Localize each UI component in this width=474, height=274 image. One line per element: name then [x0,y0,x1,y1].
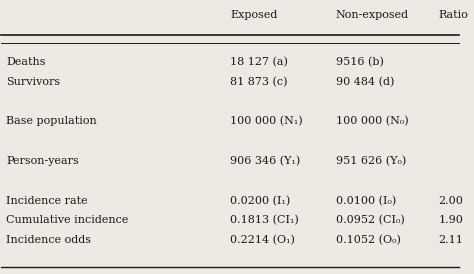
Text: 906 346 (Y₁): 906 346 (Y₁) [230,156,301,166]
Text: 100 000 (N₁): 100 000 (N₁) [230,116,303,127]
Text: 90 484 (d): 90 484 (d) [336,77,394,87]
Text: 0.1813 (CI₁): 0.1813 (CI₁) [230,215,299,226]
Text: Deaths: Deaths [6,57,46,67]
Text: 2.00: 2.00 [438,196,464,206]
Text: Person-years: Person-years [6,156,79,166]
Text: Survivors: Survivors [6,77,60,87]
Text: Base population: Base population [6,116,97,126]
Text: 0.0100 (I₀): 0.0100 (I₀) [336,196,396,206]
Text: 951 626 (Y₀): 951 626 (Y₀) [336,156,406,166]
Text: 9516 (b): 9516 (b) [336,57,383,67]
Text: 0.0952 (CI₀): 0.0952 (CI₀) [336,215,404,226]
Text: 0.1052 (O₀): 0.1052 (O₀) [336,235,401,246]
Text: 1.90: 1.90 [438,215,464,226]
Text: Non-exposed: Non-exposed [336,10,409,20]
Text: 0.0200 (I₁): 0.0200 (I₁) [230,196,291,206]
Text: Ratio: Ratio [438,10,468,20]
Text: Exposed: Exposed [230,10,278,20]
Text: Incidence odds: Incidence odds [6,235,91,245]
Text: 0.2214 (O₁): 0.2214 (O₁) [230,235,295,246]
Text: 2.11: 2.11 [438,235,464,245]
Text: 18 127 (a): 18 127 (a) [230,57,288,67]
Text: 100 000 (N₀): 100 000 (N₀) [336,116,408,127]
Text: 81 873 (c): 81 873 (c) [230,77,288,87]
Text: Incidence rate: Incidence rate [6,196,88,206]
Text: Cumulative incidence: Cumulative incidence [6,215,128,226]
